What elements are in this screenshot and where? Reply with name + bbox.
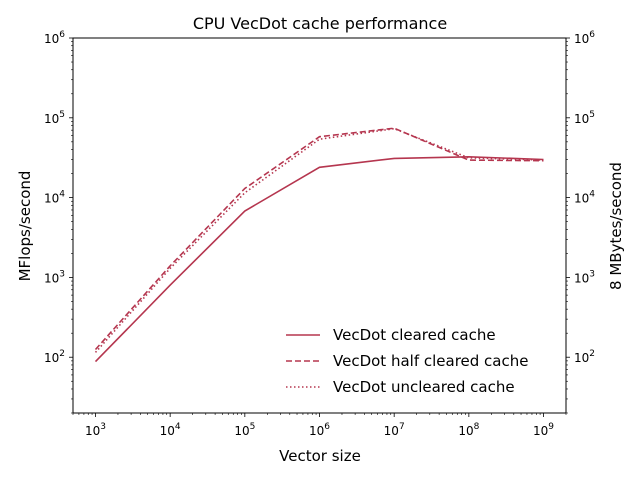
chart-title: CPU VecDot cache performance xyxy=(193,14,447,33)
x-tick-label: 107 xyxy=(384,422,405,438)
y-axis-label: MFlops/second xyxy=(16,171,34,282)
x-tick-label: 109 xyxy=(533,422,554,438)
y-right-tick-label: 105 xyxy=(574,110,595,126)
y-tick-label: 102 xyxy=(44,349,65,365)
x-tick-label: 104 xyxy=(160,422,181,438)
x-tick-label: 105 xyxy=(234,422,255,438)
series-line-2 xyxy=(94,127,544,351)
y-tick-label: 105 xyxy=(44,110,65,126)
plot-area xyxy=(94,127,544,363)
y-right-tick-label: 102 xyxy=(574,349,595,365)
legend-label-1: VecDot cleared cache xyxy=(333,326,496,344)
x-tick-label: 103 xyxy=(85,422,106,438)
series-line-3 xyxy=(94,127,544,353)
y-right-tick-label: 106 xyxy=(574,30,595,46)
legend-label-3: VecDot uncleared cache xyxy=(333,378,515,396)
series-line-1 xyxy=(94,155,544,363)
y-tick-label: 106 xyxy=(44,30,65,46)
legend-label-2: VecDot half cleared cache xyxy=(333,352,528,370)
x-tick-label: 106 xyxy=(309,422,330,438)
y-tick-label: 104 xyxy=(44,190,65,206)
x-tick-label: 108 xyxy=(458,422,479,438)
axis-ticks: 103 104 105 106 107 108 109 102 102 103 103 104 104 1… xyxy=(44,30,595,438)
y-right-tick-label: 103 xyxy=(574,269,595,285)
y-axis-label-right: 8 MBytes/second xyxy=(607,162,625,290)
y-tick-label: 103 xyxy=(44,269,65,285)
legend: VecDot cleared cache VecDot half cleared … xyxy=(286,326,528,396)
x-axis-label: Vector size xyxy=(279,447,361,465)
y-right-tick-label: 104 xyxy=(574,190,595,206)
